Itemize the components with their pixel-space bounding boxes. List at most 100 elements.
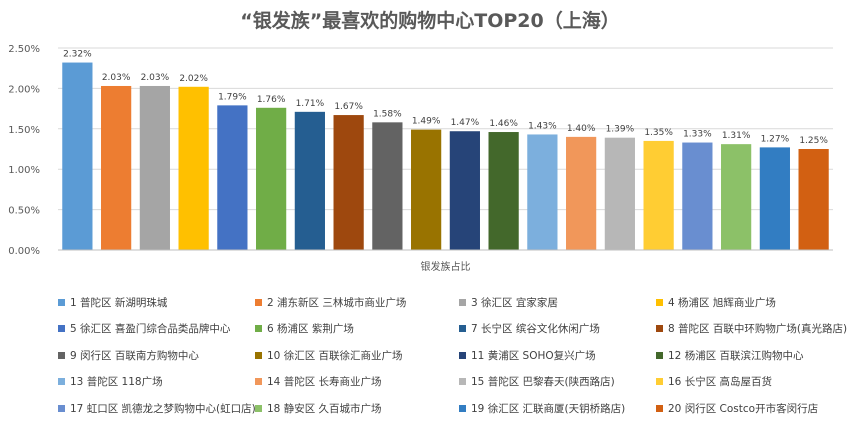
data-label: 1.67% [334,102,363,112]
legend-item: 2 浦东新区 三林城市商业广场 [255,289,459,316]
legend-swatch [58,325,65,333]
legend-label: 8 普陀区 百联中环购物广场(真光路店) [668,323,848,336]
legend-swatch [58,404,65,412]
y-tick-label: 2.50% [8,44,40,55]
legend-swatch [58,298,65,306]
legend-item: 20 闵行区 Costco开市客闵行店 [656,395,858,422]
data-label: 1.43% [528,121,557,131]
y-tick-label: 0.00% [8,246,40,257]
y-tick-label: 1.00% [8,165,40,176]
legend-item: 8 普陀区 百联中环购物广场(真光路店) [656,316,858,343]
legend-label: 5 徐汇区 喜盈门综合品类品牌中心 [70,323,231,336]
legend-swatch [459,298,466,306]
legend-item: 14 普陀区 长寿商业广场 [255,369,459,396]
legend-item: 1 普陀区 新湖明珠城 [58,289,255,316]
data-label: 1.39% [606,125,635,135]
legend-item: 3 徐汇区 宜家家居 [459,289,656,316]
legend-swatch [656,298,663,306]
legend-label: 1 普陀区 新湖明珠城 [70,296,168,309]
data-label: 1.49% [412,117,441,127]
legend-label: 18 静安区 久百城市广场 [267,402,382,415]
legend-item: 11 黄浦区 SOHO复兴广场 [459,342,656,369]
legend-item: 17 虹口区 凯德龙之梦购物中心(虹口店) [58,395,255,422]
bar [759,147,790,250]
legend-label: 9 闵行区 百联南方购物中心 [70,349,199,362]
legend-label: 12 杨浦区 百联滨江购物中心 [668,349,804,362]
legend-swatch [459,351,466,359]
data-label: 1.31% [722,131,751,141]
bar [798,149,829,250]
chart-title: “银发族”最喜欢的购物中心TOP20（上海） [240,10,620,32]
data-label: 2.03% [141,73,170,83]
y-tick-label: 2.00% [8,84,40,95]
legend-label: 20 闵行区 Costco开市客闵行店 [668,402,819,415]
bar [527,134,558,250]
legend-swatch [58,351,65,359]
data-label: 1.27% [761,134,790,144]
legend-item: 9 闵行区 百联南方购物中心 [58,342,255,369]
legend-label: 3 徐汇区 宜家家居 [471,296,558,309]
x-axis-label: 银发族占比 [421,260,471,273]
legend-item: 16 长宁区 高岛屋百货 [656,369,858,396]
legend-item: 6 杨浦区 紫荆广场 [255,316,459,343]
legend-swatch [459,404,466,412]
data-label: 1.71% [296,99,325,109]
legend: 1 普陀区 新湖明珠城 2 浦东新区 三林城市商业广场 3 徐汇区 宜家家居 4 杨浦… [58,289,858,422]
data-label: 2.03% [102,73,131,83]
legend-item: 12 杨浦区 百联滨江购物中心 [656,342,858,369]
data-label: 1.79% [218,92,247,102]
legend-swatch [255,351,262,359]
legend-swatch [255,298,262,306]
data-label: 1.76% [257,95,286,105]
legend-swatch [656,404,663,412]
bar [333,115,364,251]
bar [217,105,248,250]
plot-area: 0.00% 0.50% 1.00% 1.50% 2.00% 2.50% 2.32% 2.03%… [8,44,833,273]
bar [488,132,519,250]
legend-label: 7 长宁区 缤谷文化休闲广场 [471,323,600,336]
legend-label: 2 浦东新区 三林城市商业广场 [267,296,407,309]
data-label: 1.46% [489,119,518,129]
legend-item: 15 普陀区 巴黎春天(陕西路店) [459,369,656,396]
legend-label: 6 杨浦区 紫荆广场 [267,323,354,336]
legend-item: 13 普陀区 118广场 [58,369,255,396]
bar [721,144,752,250]
legend-label: 17 虹口区 凯德龙之梦购物中心(虹口店) [70,402,255,415]
bar [604,137,635,250]
legend-swatch [58,378,65,386]
legend-label: 19 徐汇区 汇联商厦(天钥桥路店) [471,402,626,415]
legend-swatch [459,378,466,386]
legend-swatch [255,378,262,386]
legend-item: 19 徐汇区 汇联商厦(天钥桥路店) [459,395,656,422]
bar [139,85,170,250]
legend-item: 10 徐汇区 百联徐汇商业广场 [255,342,459,369]
legend-label: 4 杨浦区 旭辉商业广场 [668,296,776,309]
y-tick-label: 0.50% [8,206,40,217]
bar [643,140,674,250]
bar [449,131,480,250]
legend-swatch [656,378,663,386]
bar [294,111,325,250]
legend-label: 15 普陀区 巴黎春天(陕西路店) [471,376,615,389]
data-label: 1.58% [373,109,402,119]
bar [411,129,442,250]
data-label: 1.47% [451,118,480,128]
legend-swatch [656,351,663,359]
bar [62,62,93,250]
data-label: 2.02% [179,74,208,84]
legend-label: 16 长宁区 高岛屋百货 [668,376,773,389]
data-label: 2.32% [63,50,92,60]
legend-swatch [255,404,262,412]
bar [256,107,287,251]
legend-item: 5 徐汇区 喜盈门综合品类品牌中心 [58,316,255,343]
bar [566,136,597,250]
bar [178,86,209,250]
legend-label: 14 普陀区 长寿商业广场 [267,376,382,389]
bar [101,85,132,250]
legend-item: 18 静安区 久百城市广场 [255,395,459,422]
data-label: 1.25% [799,136,828,146]
legend-label: 13 普陀区 118广场 [70,376,163,389]
legend-item: 4 杨浦区 旭辉商业广场 [656,289,858,316]
legend-swatch [255,325,262,333]
